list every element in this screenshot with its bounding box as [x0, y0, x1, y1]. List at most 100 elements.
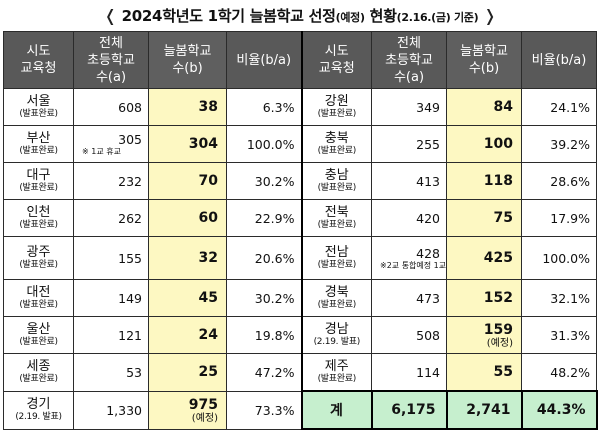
neulbom-count-value: 425 [483, 250, 513, 266]
region-name: 서울 [26, 93, 51, 109]
neulbom-count-cell: 70 [148, 162, 227, 200]
total-schools-cell: 349 [371, 88, 447, 126]
ratio-cell: 100.0% [226, 125, 302, 163]
total-schools-cell: 155 [73, 236, 149, 280]
total-schools-value: 349 [416, 99, 440, 115]
region-cell: 서울 (발표완료) [3, 88, 74, 126]
region-cell: 충북 (발표완료) [300, 125, 372, 163]
neulbom-count-value: 75 [493, 210, 513, 226]
region-cell: 대전 (발표완료) [3, 279, 74, 317]
region-name: 대전 [26, 284, 51, 300]
neulbom-count-cell: 32 [148, 236, 227, 280]
total-schools-cell: 608 [73, 88, 149, 126]
chevron-left-icon: ❬ [103, 6, 117, 25]
ratio-total: 44.3% [520, 390, 598, 430]
neulbom-count-value: 159 [483, 321, 513, 338]
region-name: 충남 [324, 167, 349, 183]
neulbom-count-cell: 152 [446, 279, 522, 317]
ratio-cell: 48.2% [521, 353, 597, 392]
region-status: (발표완료) [317, 182, 357, 193]
ratio-cell: 28.6% [521, 162, 597, 200]
region-status: (발표완료) [19, 108, 58, 119]
total-schools-cell: 1,330 [73, 390, 149, 430]
table-row: 서울 (발표완료) 608 38 6.3% 강원 (발표완료) 349 84 24.1% [3, 88, 597, 126]
total-schools-value: 413 [416, 173, 440, 189]
footnote: ※2교 통합예정 1교 국립 [380, 260, 447, 270]
total-schools-value: 608 [118, 99, 142, 115]
ratio-cell: 73.3% [226, 390, 302, 430]
neulbom-count-cell: 100 [446, 125, 522, 163]
total-schools-value: 155 [118, 250, 142, 266]
total-schools-value: 473 [416, 290, 440, 306]
neulbom-count-cell: 45 [148, 279, 227, 317]
region-status: (발표완료) [317, 219, 357, 230]
total-schools-cell: 149 [73, 279, 149, 317]
header-ratio: 비율(b/a) [226, 31, 302, 89]
table-row: 대전 (발표완료) 149 45 30.2% 경북 (발표완료) 473 152 32.1% [3, 279, 597, 317]
region-cell: 강원 (발표완료) [300, 88, 372, 126]
neulbom-count-cell: 38 [148, 88, 227, 126]
table-row: 부산 (발표완료) 305 ※ 1교 휴교 304 100.0% 충북 (발표완료) 255 10… [3, 125, 597, 163]
ratio-cell: 39.2% [521, 125, 597, 163]
title-main: 2024학년도 1학기 늘봄학교 선정 [121, 7, 336, 25]
region-cell: 경기 (2.19. 발표) [3, 390, 74, 430]
region-status: (발표완료) [19, 259, 58, 270]
neulbom-count-value: 304 [188, 136, 218, 152]
total-label: 계 [300, 390, 373, 430]
neulbom-count-cell: 60 [148, 199, 227, 237]
neulbom-count-cell: 975 (예정) [148, 390, 227, 430]
region-cell: 인천 (발표완료) [3, 199, 74, 237]
ratio-cell: 22.9% [226, 199, 302, 237]
neulbom-count-cell: 75 [446, 199, 522, 237]
total-schools-cell: 262 [73, 199, 149, 237]
neulbom-count-value: 24 [198, 327, 218, 343]
region-cell: 경북 (발표완료) [300, 279, 372, 317]
neulbom-count-cell: 25 [148, 353, 227, 392]
header-neulbom: 늘봄학교 수(b) [148, 31, 227, 89]
title-date: (2.16.(금) 기준) [396, 11, 479, 24]
region-status: (발표완료) [19, 299, 58, 310]
neulbom-count-cell: 425 [446, 236, 522, 280]
total-schools-value: 114 [416, 364, 440, 380]
total-schools-cell: 121 [73, 316, 149, 354]
table-body: 서울 (발표완료) 608 38 6.3% 강원 (발표완료) 349 84 24.1% 부산 (발표… [3, 88, 598, 430]
region-cell: 세종 (발표완료) [3, 353, 74, 392]
region-name: 대구 [26, 167, 51, 183]
total-schools-cell: 114 [371, 353, 447, 392]
region-cell: 전남 (발표완료) [300, 236, 372, 280]
neulbom-count-value: 38 [198, 99, 218, 115]
header-ratio-right: 비율(b/a) [521, 31, 597, 89]
neulbom-count-cell: 55 [446, 353, 522, 392]
ratio-cell: 100.0% [521, 236, 597, 280]
total-schools-cell: 232 [73, 162, 149, 200]
scheduled-note: (예정) [486, 337, 513, 349]
region-status: (2.19. 발표) [15, 411, 62, 422]
region-name: 경북 [324, 284, 349, 300]
region-cell: 대구 (발표완료) [3, 162, 74, 200]
region-name: 인천 [26, 204, 51, 220]
region-status: (발표완료) [317, 145, 357, 156]
total-schools-value: 53 [126, 364, 142, 380]
total-schools-sum: 6,175 [370, 390, 448, 430]
region-name: 전남 [324, 244, 349, 260]
region-name: 강원 [324, 93, 349, 109]
ratio-cell: 31.3% [521, 316, 597, 354]
neulbom-count-value: 118 [483, 173, 513, 189]
total-schools-value: 428 [416, 245, 440, 261]
table-row: 인천 (발표완료) 262 60 22.9% 전북 (발표완료) 420 75 17.9% [3, 199, 597, 237]
region-status: (발표완료) [317, 373, 357, 384]
region-status: (발표완료) [19, 219, 58, 230]
region-cell: 전북 (발표완료) [300, 199, 372, 237]
neulbom-count-value: 70 [198, 173, 218, 189]
neulbom-count-cell: 304 [148, 125, 227, 163]
region-cell: 울산 (발표완료) [3, 316, 74, 354]
ratio-cell: 47.2% [226, 353, 302, 392]
neulbom-count-value: 32 [198, 250, 218, 266]
region-status: (발표완료) [317, 299, 357, 310]
ratio-cell: 30.2% [226, 279, 302, 317]
region-status: (발표완료) [19, 373, 58, 384]
neulbom-count-sum: 2,741 [445, 390, 523, 430]
ratio-cell: 17.9% [521, 199, 597, 237]
neulbom-count-cell: 118 [446, 162, 522, 200]
title-status: 현황 [364, 7, 397, 25]
